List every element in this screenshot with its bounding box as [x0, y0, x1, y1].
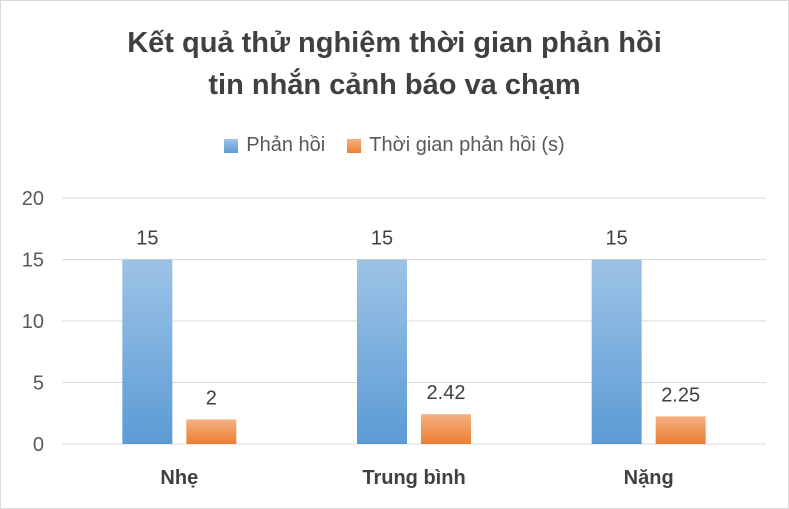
legend-swatch-phan-hoi — [224, 138, 239, 153]
y-tick-label-2: 10 — [22, 311, 44, 333]
x-category-label-0: Nhẹ — [160, 467, 198, 489]
y-tick-label-4: 20 — [22, 188, 44, 210]
bar-series-0-cat-1 — [357, 259, 407, 444]
bar-series-1-cat-2 — [655, 416, 706, 444]
data-label-series-0-cat-1: 15 — [371, 228, 393, 250]
chart-title-line-1: Kết quả thử nghiệm thời gian phản hồi — [127, 27, 662, 59]
bar-series-1-cat-0 — [186, 419, 237, 444]
y-tick-label-0: 0 — [33, 434, 44, 456]
chart-title-line-2: tin nhắn cảnh báo va chạm — [208, 69, 581, 101]
chart-legend: Phản hồi Thời gian phản hồi (s) — [0, 134, 789, 157]
legend-item-phan-hoi: Phản hồi — [224, 134, 325, 157]
legend-label-thoi-gian: Thời gian phản hồi (s) — [369, 134, 565, 156]
bar-series-0-cat-0 — [122, 259, 173, 444]
data-label-series-1-cat-0: 2 — [206, 387, 217, 409]
data-label-series-0-cat-2: 15 — [606, 228, 628, 250]
y-tick-label-3: 15 — [22, 250, 44, 272]
chart-title: Kết quả thử nghiệm thời gian phản hồi ti… — [0, 22, 789, 106]
data-label-series-0-cat-0: 15 — [136, 228, 158, 250]
x-category-label-1: Trung bình — [362, 467, 465, 489]
legend-label-phan-hoi: Phản hồi — [246, 134, 326, 156]
data-label-series-1-cat-2: 2.25 — [661, 384, 700, 406]
data-label-series-1-cat-1: 2.42 — [427, 382, 466, 404]
legend-item-thoi-gian: Thời gian phản hồi (s) — [347, 134, 565, 157]
x-category-label-2: Nặng — [624, 467, 674, 489]
y-tick-label-1: 5 — [33, 373, 44, 395]
bar-series-0-cat-2 — [591, 259, 642, 444]
legend-swatch-thoi-gian — [347, 138, 362, 153]
bar-series-1-cat-1 — [421, 414, 471, 444]
